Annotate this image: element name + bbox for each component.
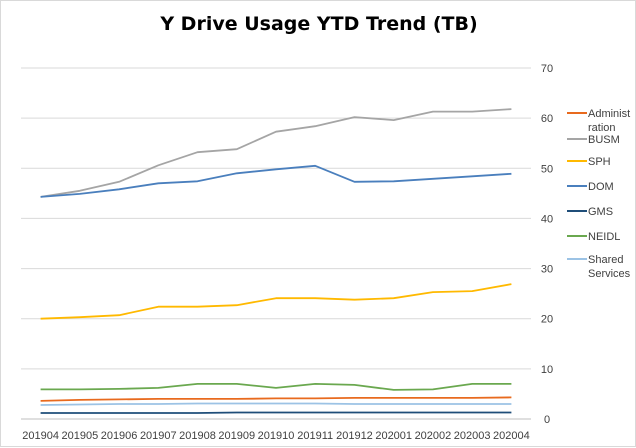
y-tick-label: 40: [541, 213, 553, 225]
y-tick-label: 50: [541, 163, 553, 175]
x-tick-label: 202002: [415, 430, 452, 442]
y-tick-label: 20: [541, 314, 553, 326]
legend-item: Administ ration: [567, 108, 630, 134]
x-tick-label: 201907: [140, 430, 177, 442]
series-line-neidl: [40, 382, 512, 391]
x-tick-label: 201909: [218, 430, 255, 442]
legend-label: Services: [588, 268, 631, 280]
x-tick-label: 201910: [258, 430, 295, 442]
x-tick-label: 201905: [61, 430, 98, 442]
x-tick-label: 202001: [375, 430, 412, 442]
x-tick-label: 202003: [454, 430, 491, 442]
legend-item: DOM: [567, 181, 614, 193]
x-tick-label: 201908: [179, 430, 216, 442]
series-line-dom: [40, 164, 512, 198]
y-tick-label: 0: [544, 414, 550, 426]
series-line-shared-services: [40, 402, 512, 406]
series-line-gms: [40, 411, 512, 414]
y-tick-label: 60: [541, 113, 553, 125]
legend-label: NEIDL: [588, 231, 620, 243]
legend-item: NEIDL: [567, 231, 620, 243]
x-tick-label: 201904: [22, 430, 59, 442]
y-tick-label: 70: [541, 63, 553, 75]
legend-item: BUSM: [567, 134, 620, 146]
series-line-sph: [40, 283, 512, 320]
x-tick-label: 201911: [297, 430, 333, 442]
x-tick-label: 201906: [101, 430, 138, 442]
chart-title: Y Drive Usage YTD Trend (TB): [160, 13, 478, 35]
legend-label: GMS: [588, 206, 613, 218]
legend-label: ration: [588, 122, 616, 134]
legend-item: Shared Services: [567, 254, 631, 280]
series-line-busm: [40, 108, 512, 198]
legend-item: SPH: [567, 156, 611, 168]
y-tick-label: 30: [541, 264, 553, 276]
legend-item: GMS: [567, 206, 613, 218]
legend-label: DOM: [588, 181, 614, 193]
legend-label: SPH: [588, 156, 611, 168]
legend-label: Shared: [588, 254, 623, 266]
y-tick-label: 10: [541, 364, 553, 376]
x-tick-label: 202004: [493, 430, 530, 442]
x-tick-label: 201912: [336, 430, 373, 442]
series-line-administ-ration: [40, 396, 512, 402]
legend-label: BUSM: [588, 134, 620, 146]
legend-label: Administ: [588, 108, 630, 120]
